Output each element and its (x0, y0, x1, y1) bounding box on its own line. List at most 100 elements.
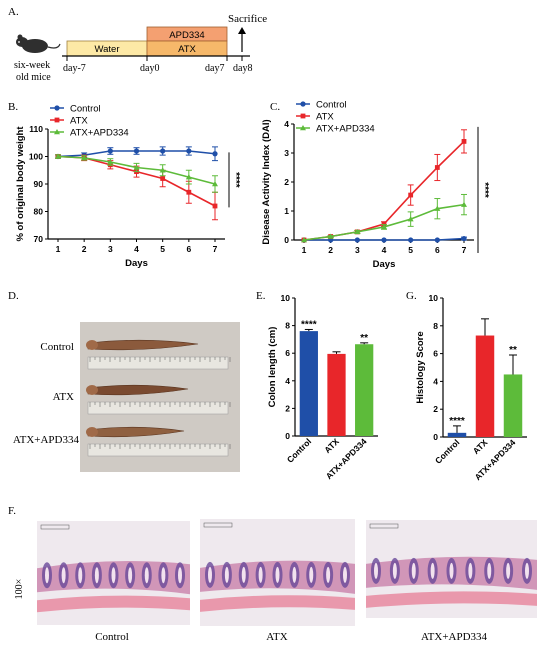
panel-label-c: C. (270, 101, 280, 113)
panel-label-e: E. (256, 290, 266, 302)
y-tick-label: 0 (284, 235, 289, 245)
colon-tissue (87, 384, 189, 396)
bar-control (299, 331, 318, 436)
panel-label-b: B. (8, 101, 18, 113)
histology-caption-atx-apd334: ATX+APD334 (421, 631, 488, 643)
legend-label: ATX (316, 112, 334, 123)
mark-day0: day0 (140, 63, 159, 74)
data-point (327, 233, 334, 239)
mark-day8: day8 (233, 63, 252, 74)
data-point (461, 235, 467, 242)
x-tick-label: 7 (462, 245, 467, 255)
series-atx-apd334 (55, 153, 218, 193)
significance-label: **** (301, 319, 317, 330)
y-tick-label: 0 (433, 432, 438, 442)
category-label: ATX (322, 436, 341, 455)
panel-label-f: F. (8, 505, 16, 517)
data-point (434, 205, 441, 211)
bar-atx-apd334 (503, 374, 523, 437)
panel-label-a: A. (8, 6, 19, 18)
series-control (55, 146, 218, 162)
x-tick-label: 2 (82, 244, 87, 254)
photo-row-atx: ATX (53, 391, 74, 403)
bar-atx-apd334 (355, 344, 374, 436)
data-point (81, 154, 88, 161)
data-point (133, 148, 140, 154)
x-tick-label: 4 (134, 244, 139, 254)
subject-line-2: old mice (16, 72, 51, 83)
x-axis-label: Days (373, 259, 396, 270)
y-tick-label: 3 (284, 148, 289, 158)
significance-label: ** (360, 333, 368, 344)
dai-chart: 0 1 2 3 4 1 2 3 4 5 6 7 Days Disease Activity Index (… (261, 100, 490, 271)
subject-line-1: six-week (14, 60, 50, 71)
y-tick-label: 80 (34, 207, 44, 217)
ruler (87, 443, 229, 457)
y-tick-label: 2 (284, 177, 289, 187)
scale-bar (40, 524, 70, 530)
data-point (381, 237, 387, 243)
ruler (87, 356, 229, 370)
y-tick-label: 10 (429, 293, 439, 303)
legend-label: ATX+APD334 (316, 124, 375, 135)
x-tick-label: 5 (160, 244, 165, 254)
apd334-label: APD334 (169, 30, 204, 41)
data-point (354, 237, 360, 243)
x-tick-label: 7 (213, 244, 218, 254)
legend-marker (300, 101, 306, 107)
x-axis-label: Days (125, 258, 148, 269)
legend-marker (300, 125, 306, 131)
legend-label: Control (316, 100, 347, 111)
histology-caption-control: Control (95, 631, 129, 643)
y-tick-label: 70 (34, 234, 44, 244)
data-point (461, 201, 467, 207)
y-tick-label: 4 (285, 376, 290, 386)
water-label: Water (95, 44, 120, 55)
atx-label: ATX (178, 44, 196, 55)
photo-row-control: Control (40, 341, 74, 353)
legend-label: ATX+APD334 (70, 128, 129, 139)
body-weight-chart: 70 80 90 100 110 1 2 3 4 5 6 7 Days % of original bod… (15, 104, 241, 270)
colon-photo-content (86, 339, 231, 457)
bar-atx (327, 353, 346, 436)
data-point (133, 164, 140, 170)
legend-marker (54, 105, 60, 111)
panel-label-d: D. (8, 290, 19, 302)
data-point (408, 237, 414, 243)
x-tick-label: 6 (435, 245, 440, 255)
scale-bar (203, 522, 233, 528)
significance-label: **** (449, 416, 465, 427)
x-tick-label: 6 (186, 244, 191, 254)
legend-label: ATX (70, 116, 88, 127)
y-tick-label: 4 (433, 376, 438, 386)
y-tick-label: 10 (281, 293, 291, 303)
x-tick-label: 1 (56, 244, 61, 254)
data-point (160, 148, 166, 154)
y-tick-label: 2 (433, 404, 438, 414)
data-point (107, 159, 114, 165)
photo-row-atx-apd334: ATX+APD334 (13, 434, 80, 446)
y-tick-label: 6 (433, 349, 438, 359)
x-tick-label: 3 (355, 245, 360, 255)
y-tick-label: 0 (285, 431, 290, 441)
mouse-icon (16, 34, 61, 53)
x-tick-label: 3 (108, 244, 113, 254)
significance-label: **** (479, 182, 490, 198)
sacrifice-label: Sacrifice (228, 13, 267, 25)
y-axis-label: % of original body weight (15, 126, 26, 242)
scale-bar (369, 523, 399, 529)
x-tick-label: 2 (328, 245, 333, 255)
significance-label: ** (509, 345, 517, 356)
data-point (212, 181, 218, 187)
panel-label-g: G. (406, 290, 417, 302)
y-tick-label: 1 (284, 206, 289, 216)
data-point (407, 216, 414, 222)
data-point (186, 189, 192, 195)
histology-caption-atx: ATX (266, 631, 287, 643)
histology-images (37, 519, 537, 626)
